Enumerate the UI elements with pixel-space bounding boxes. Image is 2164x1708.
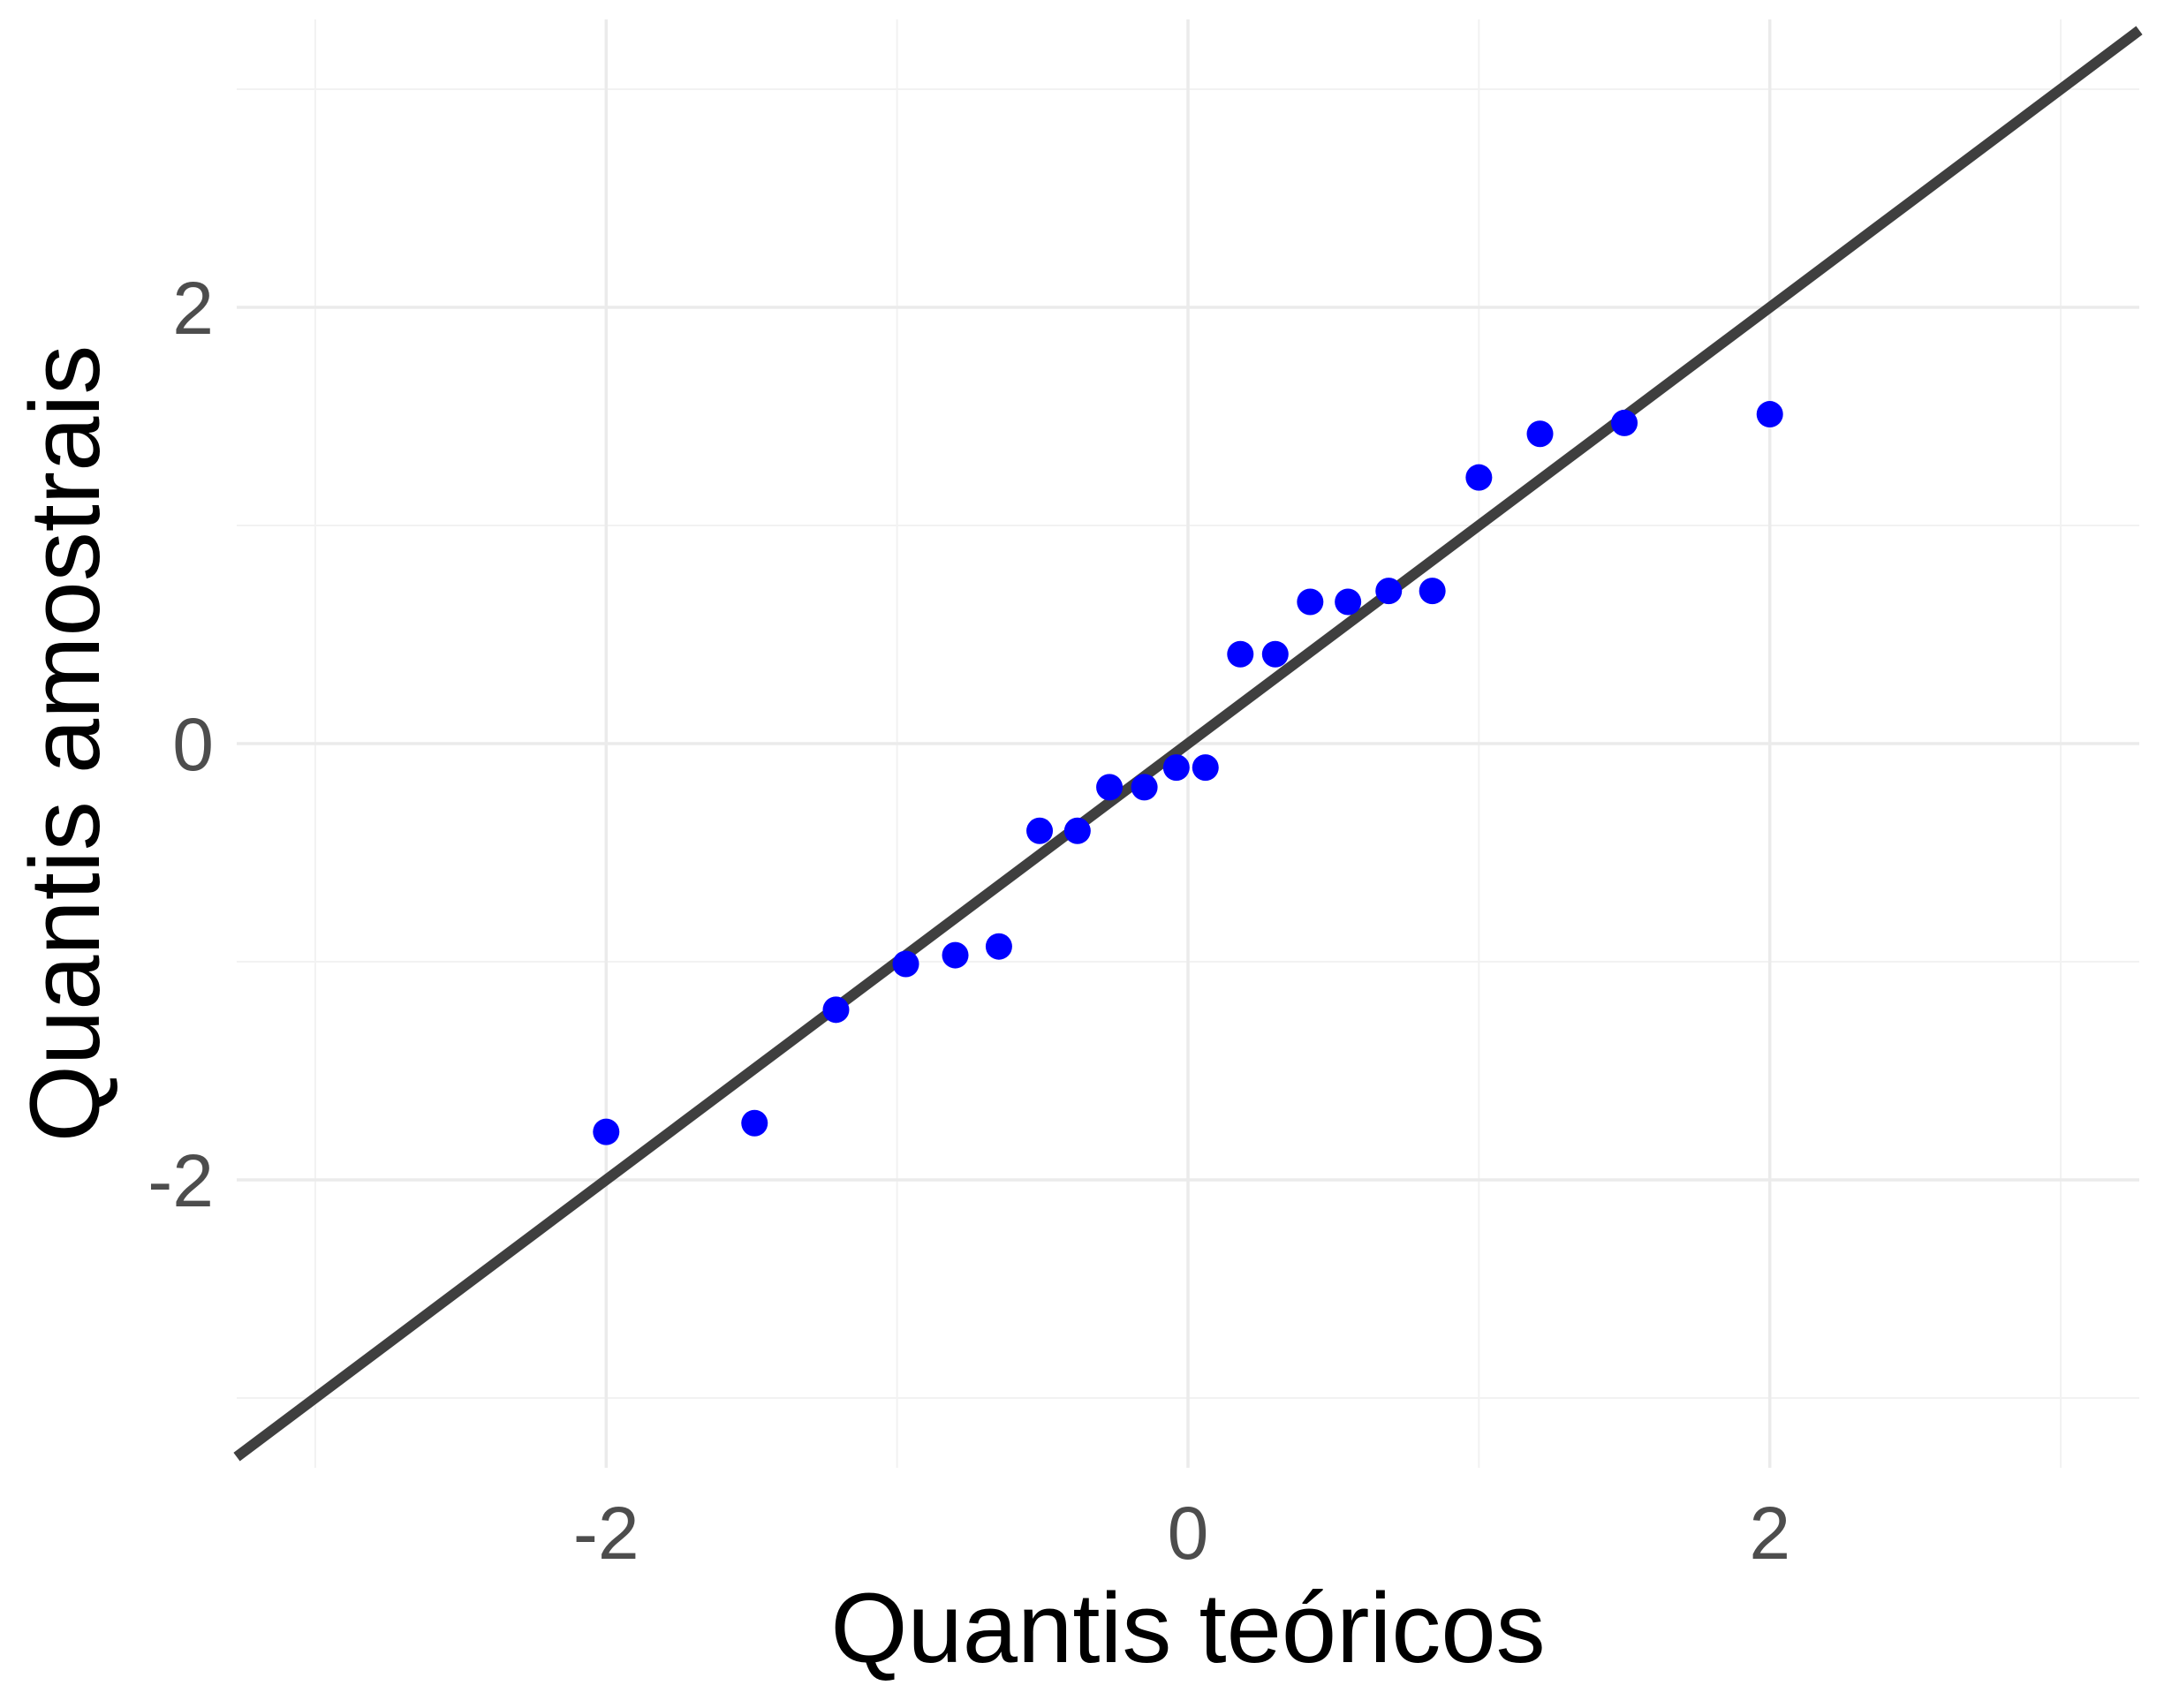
data-point	[1335, 588, 1362, 616]
data-point	[1419, 578, 1446, 605]
reference-line	[233, 26, 2143, 1462]
data-point	[1465, 464, 1493, 491]
x-tick-label: -2	[573, 1492, 639, 1575]
x-axis-tick-labels: -2 0 2	[573, 1492, 1790, 1575]
data-point	[985, 933, 1012, 960]
data-point	[1227, 640, 1254, 668]
data-point	[1297, 588, 1324, 616]
x-tick-label: 2	[1749, 1492, 1790, 1575]
data-point	[1131, 774, 1158, 801]
reference-line-layer	[233, 26, 2143, 1462]
y-tick-label: 2	[172, 267, 214, 350]
data-point	[1261, 640, 1289, 668]
data-point	[1192, 754, 1219, 782]
data-point	[1063, 817, 1091, 844]
y-axis-title: Quantis amostrais	[10, 345, 120, 1143]
data-points	[593, 401, 1783, 1145]
data-point	[1162, 754, 1190, 782]
data-point	[1526, 420, 1554, 448]
data-point	[822, 996, 850, 1024]
x-tick-label: 0	[1168, 1492, 1209, 1575]
data-point	[1756, 401, 1783, 428]
data-point	[1026, 817, 1054, 844]
y-tick-label: 0	[172, 703, 214, 786]
data-point	[1611, 409, 1638, 436]
data-point	[1375, 578, 1403, 605]
data-point	[593, 1118, 620, 1145]
data-point	[942, 941, 969, 969]
data-point	[1096, 774, 1124, 801]
y-axis-tick-labels: -2 0 2	[148, 267, 214, 1222]
data-point	[892, 950, 919, 978]
x-axis-title: Quantis teóricos	[830, 1573, 1545, 1683]
y-tick-label: -2	[148, 1139, 214, 1222]
data-point	[741, 1109, 768, 1137]
